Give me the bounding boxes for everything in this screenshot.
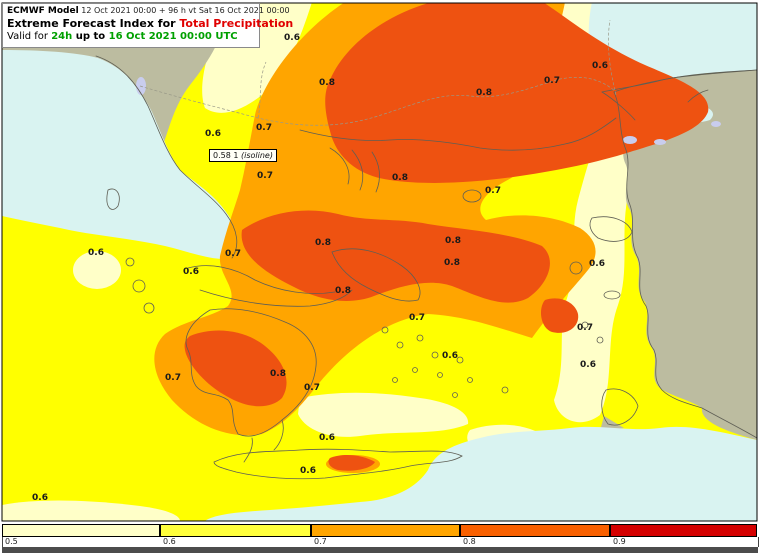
model-run-line: ECMWF Model 12 Oct 2021 00:00 + 96 h vt … xyxy=(7,6,290,17)
model-name: ECMWF Model xyxy=(7,6,79,16)
colorbar-segment xyxy=(610,524,757,537)
contour-label: 0.8 xyxy=(315,238,331,248)
isoline-legend-box: 0.58 1 (isoline) xyxy=(209,149,277,162)
contour-label: 0.6 xyxy=(580,360,596,370)
efi-darkorange-regions xyxy=(184,3,709,471)
contour-label: 0.8 xyxy=(444,258,460,268)
contour-label: 0.6 xyxy=(319,433,335,443)
colorbar-tick-label: 0.9 xyxy=(613,537,626,546)
coastline-strokes xyxy=(95,55,757,480)
contour-label: 0.6 xyxy=(284,33,300,43)
colorbar-segment xyxy=(160,524,311,537)
colorbar-tick-label: 0.5 xyxy=(5,537,18,546)
valid-mid: up to xyxy=(72,31,109,42)
contour-label: 0.7 xyxy=(165,373,181,383)
contour-label: 0.7 xyxy=(257,171,273,181)
valid-prefix: Valid for xyxy=(7,31,52,42)
contour-label: 0.6 xyxy=(592,61,608,71)
contour-label: 0.8 xyxy=(319,78,335,88)
contour-label: 0.6 xyxy=(88,248,104,258)
contour-value-labels: 0.6 0.8 0.8 0.7 0.6 0.6 0.7 0.7 0.8 0.7 0.6 0.7 0.8 0… xyxy=(32,33,608,503)
border-strokes xyxy=(139,19,617,126)
colorbar-tick-label: 0.6 xyxy=(163,537,176,546)
colorbar-segment xyxy=(311,524,460,537)
efi-colorbar xyxy=(2,524,757,537)
product-title: Extreme Forecast Index for Total Precipi… xyxy=(7,17,293,31)
valid-hours: 24h xyxy=(51,31,73,42)
product-parameter: Total Precipitation xyxy=(179,17,294,31)
map-layers: 0.6 0.8 0.8 0.7 0.6 0.6 0.7 0.7 0.8 0.7 0.6 0.7 0.8 0… xyxy=(2,3,757,521)
colorbar-tick-label: 0.7 xyxy=(314,537,327,546)
contour-label: 0.6 xyxy=(32,493,48,503)
map-header-box: ECMWF Model 12 Oct 2021 00:00 + 96 h vt … xyxy=(2,3,293,48)
colorbar-segment xyxy=(460,524,610,537)
contour-label: 0.8 xyxy=(392,173,408,183)
contour-label: 0.6 xyxy=(589,259,605,269)
contour-label: 0.6 xyxy=(442,351,458,361)
contour-label: 0.6 xyxy=(300,466,316,476)
valid-date: 16 Oct 2021 00:00 UTC xyxy=(108,31,238,42)
contour-label: 0.7 xyxy=(544,76,560,86)
contour-label: 0.6 xyxy=(205,129,221,139)
colorbar-baseline xyxy=(2,547,758,553)
isoline-value: 0.58 1 xyxy=(213,151,241,160)
contour-label: 0.8 xyxy=(476,88,492,98)
model-run-datetime: 12 Oct 2021 00:00 + 96 h vt Sat 16 Oct 2… xyxy=(78,6,290,15)
contour-label: 0.7 xyxy=(304,383,320,393)
efi-colorbar-ticks: 0.5 0.6 0.7 0.8 0.9 xyxy=(2,537,759,547)
colorbar-segment xyxy=(2,524,160,537)
colorbar-tick-label: 0.8 xyxy=(463,537,476,546)
valid-time-line: Valid for 24h up to 16 Oct 2021 00:00 UT… xyxy=(7,31,255,44)
contour-label: 0.8 xyxy=(270,369,286,379)
contour-label: 0.8 xyxy=(335,286,351,296)
contour-label: 0.7 xyxy=(225,249,241,259)
contour-label: 0.6 xyxy=(183,267,199,277)
contour-label: 0.8 xyxy=(445,236,461,246)
product-title-text: Extreme Forecast Index for xyxy=(7,17,180,31)
map-frame xyxy=(1,2,758,522)
contour-label: 0.7 xyxy=(485,186,501,196)
isoline-suffix: (isoline) xyxy=(241,151,273,160)
contour-label: 0.7 xyxy=(577,323,593,333)
contour-label: 0.7 xyxy=(409,313,425,323)
contour-label: 0.7 xyxy=(256,123,272,133)
